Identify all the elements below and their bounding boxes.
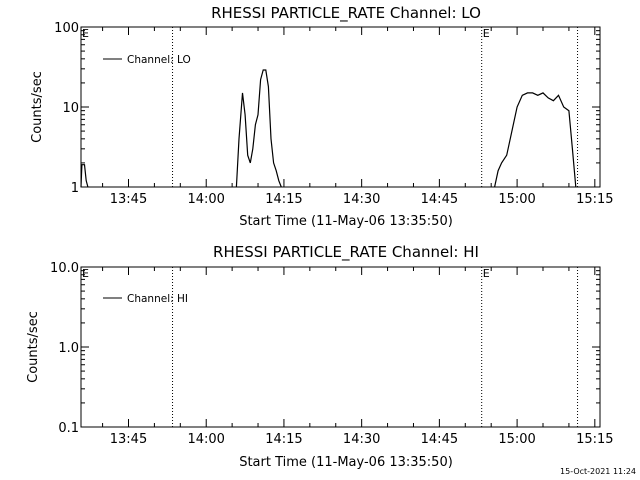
x-tick-label: 15:00: [498, 192, 535, 207]
panel-lo-xlabel: Start Time (11-May-06 13:35:50): [239, 214, 453, 229]
x-tick-label: 14:15: [265, 432, 302, 447]
footer-timestamp: 15-Oct-2021 11:24: [560, 467, 636, 476]
panel-hi-left-marker: E: [82, 267, 89, 280]
panel-lo-legend-label: Channel: LO: [127, 54, 191, 66]
panel-lo-ticks: 13:45 14:00 14:15 14:30 14:45 15:00 15:15 1 10 10…: [54, 21, 613, 207]
panel-lo: RHESSI PARTICLE_RATE Channel: LO E 13:45…: [30, 4, 614, 229]
y-tick-label: 10: [62, 101, 79, 116]
event-marker: E: [483, 267, 490, 280]
x-tick-label: 15:00: [498, 432, 535, 447]
panel-lo-title: RHESSI PARTICLE_RATE Channel: LO: [211, 4, 481, 23]
x-tick-label: 13:45: [110, 192, 147, 207]
panel-lo-legend: Channel: LO: [103, 54, 191, 66]
panel-hi-event-lines: E: [172, 267, 579, 427]
panel-hi-legend: Channel: HI: [103, 293, 188, 305]
series-line-lo: [494, 92, 577, 188]
panel-hi-ylabel: Counts/sec: [26, 311, 41, 383]
event-marker: E: [483, 27, 490, 40]
y-tick-label: 1: [71, 181, 79, 196]
panel-hi-title: RHESSI PARTICLE_RATE Channel: HI: [213, 243, 479, 262]
y-tick-label: 1.0: [58, 341, 79, 356]
y-tick-label: 100: [54, 21, 79, 36]
y-tick-label: 0.1: [58, 421, 79, 436]
x-tick-label: 15:15: [576, 432, 613, 447]
panel-lo-left-marker: E: [82, 27, 89, 40]
series-line-lo: [235, 69, 282, 188]
x-tick-label: 13:45: [110, 432, 147, 447]
panel-lo-data: [80, 69, 577, 188]
x-tick-label: 14:00: [187, 432, 224, 447]
panel-hi-legend-label: Channel: HI: [127, 293, 188, 305]
x-tick-label: 14:45: [421, 192, 458, 207]
x-tick-label: 14:30: [343, 192, 380, 207]
panel-hi: RHESSI PARTICLE_RATE Channel: HI E 13:45…: [26, 243, 614, 470]
x-tick-label: 14:30: [343, 432, 380, 447]
panel-lo-ylabel: Counts/sec: [30, 71, 45, 143]
x-tick-label: 14:45: [421, 432, 458, 447]
series-line-lo: [80, 164, 89, 188]
panel-hi-ticks: 13:45 14:00 14:15 14:30 14:45 15:00 15:15 0.1 1.…: [50, 261, 614, 447]
x-tick-label: 14:00: [187, 192, 224, 207]
x-tick-label: 15:15: [576, 192, 613, 207]
panel-hi-xlabel: Start Time (11-May-06 13:35:50): [239, 455, 453, 470]
y-tick-label: 10.0: [50, 261, 79, 276]
x-tick-label: 14:15: [265, 192, 302, 207]
panel-lo-event-lines: E: [172, 27, 579, 187]
